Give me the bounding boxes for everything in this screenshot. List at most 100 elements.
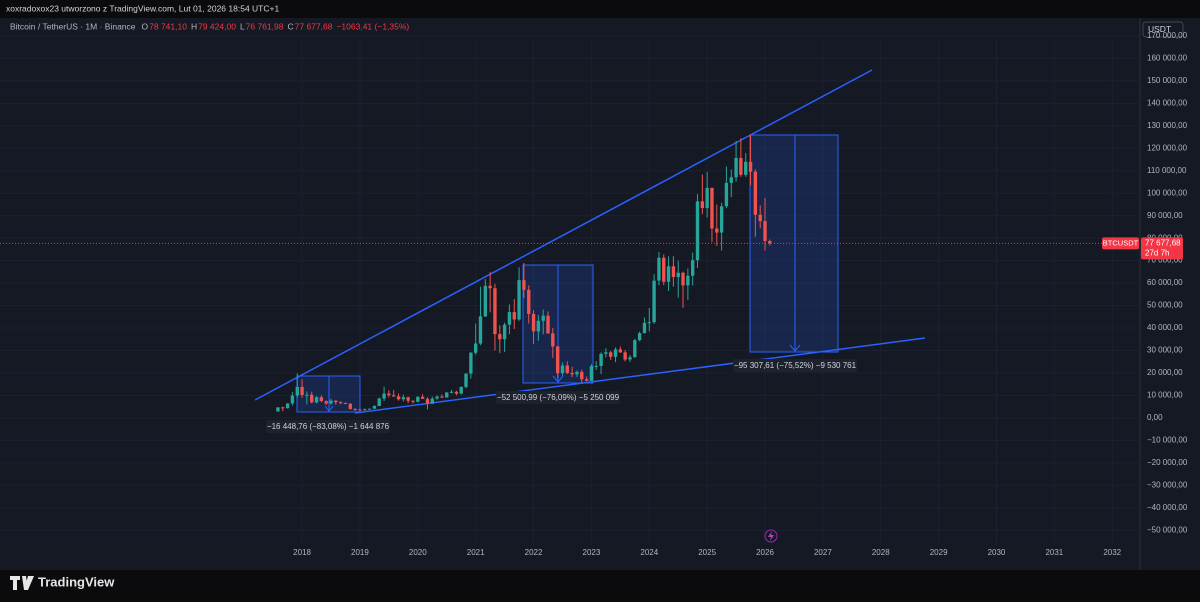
x-tick-label: 2031 (1045, 548, 1063, 557)
x-tick-label: 2019 (351, 548, 369, 557)
candle-body (300, 386, 304, 395)
candle-body (589, 366, 594, 381)
candle-body (744, 161, 748, 175)
chart-background (0, 18, 1200, 570)
events-icon[interactable] (764, 529, 778, 543)
candle-body (710, 187, 714, 229)
legend-symbol: Bitcoin / TetherUS · 1M · Binance (10, 21, 136, 31)
footer-bar (0, 570, 1200, 602)
measure-labels: −16 448,76 (−83,08%) −1 644 876 −52 500,… (266, 359, 857, 433)
candle-body (623, 352, 627, 360)
legend-ohlc-value: 79 424,00 (198, 21, 236, 31)
x-tick-label: 2027 (814, 548, 832, 557)
candle-body (531, 313, 536, 332)
legend-ohlc-label: C (288, 21, 294, 31)
candle-body (652, 280, 656, 323)
measure-box (749, 134, 839, 353)
y-tick-label: −30 000,00 (1147, 480, 1188, 489)
legend-ohlc-label: L (240, 21, 245, 31)
candle-body (483, 285, 488, 317)
measure-label-box (266, 420, 390, 433)
legend-ohlc-value: 78 741,10 (149, 21, 187, 31)
x-tick-label: 2030 (988, 548, 1006, 557)
y-tick-label: −50 000,00 (1147, 525, 1188, 534)
x-tick-label: 2022 (525, 548, 543, 557)
candle-body (604, 352, 608, 354)
symbol-tag: BTCUSDT (1103, 238, 1139, 247)
candles (276, 134, 772, 412)
candle-body (377, 398, 381, 406)
x-tick-label: 2025 (698, 548, 716, 557)
candle-body (628, 357, 632, 360)
candle-body (281, 407, 285, 409)
y-tick-label: −20 000,00 (1147, 458, 1188, 467)
x-tick-label: 2032 (1103, 548, 1121, 557)
candle-body (449, 391, 454, 393)
candle-body (695, 201, 700, 261)
candle-body (618, 349, 623, 353)
y-tick-label: 90 000,00 (1147, 211, 1183, 220)
candle-body (488, 285, 492, 289)
legend-ohlc-label: O (142, 21, 149, 31)
y-tick-label: 110 000,00 (1147, 166, 1187, 175)
candle-body (522, 280, 526, 290)
y-tick-label: 10 000,00 (1147, 391, 1183, 400)
candle-body (637, 333, 642, 341)
candle-body (517, 280, 521, 320)
candle-body (305, 394, 309, 396)
price-tag: 77 677,68 (1145, 238, 1181, 247)
candle-body (406, 397, 410, 401)
candle-body (363, 409, 367, 411)
x-tick-label: 2026 (756, 548, 774, 557)
candle-body (560, 365, 565, 374)
y-tick-label: 50 000,00 (1147, 301, 1183, 310)
legend-ohlc: O 78 741,10 H 79 424,00 L 76 761,98 C 77 677,68… (142, 21, 410, 31)
candle-body (536, 320, 541, 332)
x-tick-label: 2021 (467, 548, 485, 557)
candle-body (310, 394, 314, 403)
y-tick-label: −40 000,00 (1147, 503, 1188, 512)
candle-body (551, 333, 555, 347)
measure-label-box (496, 391, 620, 404)
currency-button[interactable] (1142, 21, 1184, 38)
legend-change: −1063,41 (−1,35%) (336, 21, 409, 31)
candle-body (367, 408, 372, 410)
candle-body (527, 289, 531, 314)
candle-body (507, 312, 512, 325)
candle-body (647, 322, 651, 324)
candle-body (613, 349, 618, 357)
y-tick-label: 20 000,00 (1147, 368, 1183, 377)
y-tick-label: 130 000,00 (1147, 121, 1188, 130)
candle-body (753, 171, 758, 215)
candle-body (338, 402, 343, 404)
measure-label: −16 448,76 (−83,08%) −1 644 876 (267, 422, 390, 431)
candle-body (763, 221, 767, 241)
candle-body (285, 403, 290, 409)
candle-body (657, 257, 661, 281)
x-tick-label: 2018 (293, 548, 311, 557)
candle-body (430, 398, 434, 404)
candle-body (319, 397, 324, 402)
candle-body (372, 405, 377, 409)
candle-body (329, 400, 333, 404)
candle-body (748, 161, 753, 172)
x-tick-label: 2024 (640, 548, 658, 557)
candle-body (276, 407, 280, 412)
legend: Bitcoin / TetherUS · 1M · Binance O 78 74… (10, 21, 409, 31)
candle-body (739, 157, 743, 175)
candle-body (599, 353, 603, 367)
candle-body (671, 266, 676, 278)
y-tick-label: 30 000,00 (1147, 346, 1183, 355)
candle-body (705, 187, 709, 209)
candle-body (575, 371, 579, 375)
y-tick-label: 160 000,00 (1147, 54, 1188, 63)
y-tick-label: 120 000,00 (1147, 143, 1188, 152)
candle-body (435, 396, 439, 399)
candle-body (401, 397, 406, 400)
price-tag-box (1141, 237, 1183, 260)
measure-label-box (733, 359, 857, 372)
candle-body (724, 182, 729, 207)
candle-body (580, 371, 584, 380)
measure-label: −52 500,99 (−76,09%) −5 250 099 (497, 393, 620, 402)
candle-body (343, 403, 348, 405)
